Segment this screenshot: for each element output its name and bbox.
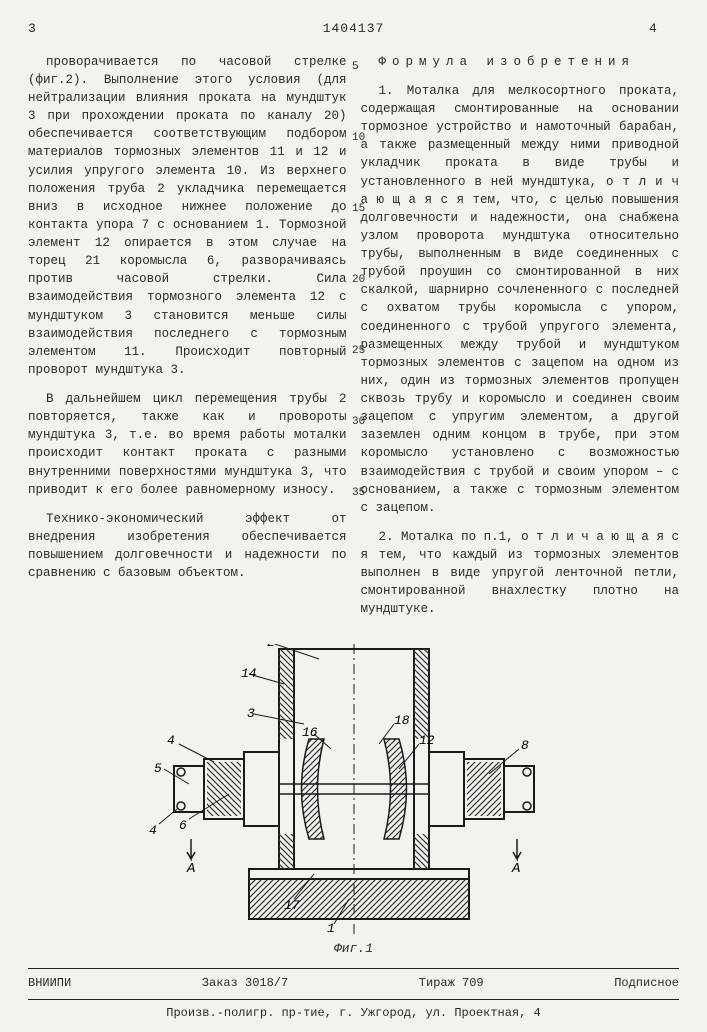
footer-org: ВНИИПИ <box>28 975 71 992</box>
page-header: 3 1404137 4 <box>28 20 679 39</box>
paragraph: Технико-экономический эффект от внедрени… <box>28 510 347 583</box>
line-num: 25 <box>352 344 365 360</box>
callout: 4 <box>167 733 175 748</box>
document-number: 1404137 <box>323 20 385 39</box>
section-label: А <box>511 861 520 877</box>
page-number-left: 3 <box>28 20 58 39</box>
footer-line-2: Произв.-полигр. пр-тие, г. Ужгород, ул. … <box>28 999 679 1022</box>
left-column: проворачивается по часовой стрелке (фиг.… <box>28 53 347 630</box>
figure-1: 2 14 3 4 5 6 4 16 18 12 8 17 1 А А <box>119 644 589 934</box>
footer-tirazh: Тираж 709 <box>419 975 484 992</box>
callout: 5 <box>154 761 162 776</box>
line-num: 5 <box>352 60 365 76</box>
footer-line-1: ВНИИПИ Заказ 3018/7 Тираж 709 Подписное <box>28 968 679 992</box>
section-label: А <box>186 861 195 877</box>
callout: 1 <box>327 921 335 934</box>
line-num: 10 <box>352 131 365 147</box>
callout: 12 <box>419 733 435 748</box>
callout: 17 <box>284 898 300 913</box>
line-num: 15 <box>352 202 365 218</box>
callout: 16 <box>302 725 318 740</box>
paragraph: проворачивается по часовой стрелке (фиг.… <box>28 53 347 379</box>
claim: 1. Моталка для мелкосортного проката, со… <box>361 82 680 517</box>
footer-address: Произв.-полигр. пр-тие, г. Ужгород, ул. … <box>166 1006 540 1020</box>
claim: 2. Моталка по п.1, о т л и ч а ю щ а я с… <box>361 528 680 619</box>
callout: 8 <box>521 738 529 753</box>
callout: 6 <box>179 818 187 833</box>
figure-label: Фиг.1 <box>28 940 679 959</box>
callout: 3 <box>247 706 255 721</box>
line-num: 35 <box>352 486 365 502</box>
callout: 14 <box>241 666 257 681</box>
page-number-right: 4 <box>649 20 679 39</box>
callout: 4 <box>149 823 157 838</box>
paragraph: В дальнейшем цикл перемещения трубы 2 по… <box>28 390 347 499</box>
callout: 2 <box>267 644 275 650</box>
line-number-gutter: 5 10 15 20 25 30 35 <box>352 60 365 502</box>
right-column: Формула изобретения 1. Моталка для мелко… <box>361 53 680 630</box>
line-num: 30 <box>352 415 365 431</box>
line-num: 20 <box>352 273 365 289</box>
footer-order: Заказ 3018/7 <box>202 975 288 992</box>
formula-heading: Формула изобретения <box>361 53 680 71</box>
callout: 18 <box>394 713 410 728</box>
footer-sub: Подписное <box>614 975 679 992</box>
